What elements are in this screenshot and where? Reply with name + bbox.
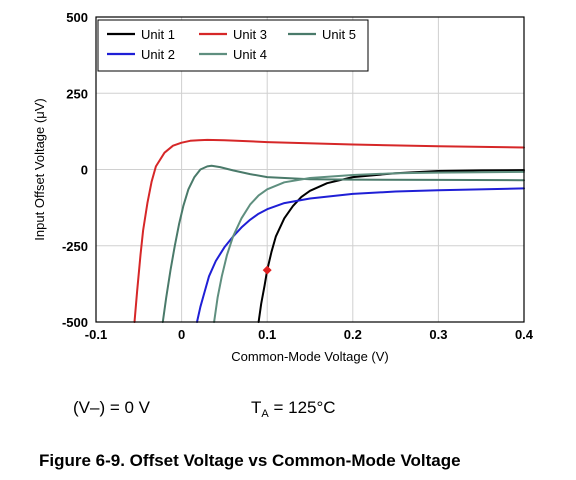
offset-voltage-chart: 500 250 0 -250 -500 -0.1 0 0.1 0.2 0.3 0.4 Common… — [32, 10, 534, 364]
figure-caption: Figure 6-9. Offset Voltage vs Common-Mod… — [39, 451, 461, 470]
plot-frame — [95, 16, 525, 323]
series-unit-3 — [133, 138, 525, 323]
annotation-layer — [262, 265, 272, 275]
y-tick-label: 250 — [66, 86, 88, 101]
temp-subscript: A — [261, 408, 269, 420]
x-tick-labels: -0.1 0 0.1 0.2 0.3 0.4 — [85, 327, 534, 342]
x-tick-label: 0.1 — [258, 327, 276, 342]
series-unit-2 — [196, 187, 525, 323]
temp-value: = 125°C — [268, 398, 336, 417]
legend-box — [97, 19, 369, 72]
x-tick-label: 0.4 — [515, 327, 534, 342]
legend-label-unit-1: Unit 1 — [141, 27, 175, 42]
supply-condition: (V–) = 0 V — [73, 398, 151, 417]
legend-label-unit-4: Unit 4 — [233, 47, 267, 62]
x-tick-label: -0.1 — [85, 327, 107, 342]
temp-prefix: T — [251, 398, 262, 417]
y-tick-label: 500 — [66, 10, 88, 25]
x-axis-label: Common-Mode Voltage (V) — [231, 349, 389, 364]
y-tick-labels: 500 250 0 -250 -500 — [62, 10, 88, 330]
y-tick-label: -250 — [62, 239, 88, 254]
x-tick-label: 0.2 — [344, 327, 362, 342]
x-tick-label: 0 — [178, 327, 185, 342]
x-tick-label: 0.3 — [429, 327, 447, 342]
y-tick-label: -500 — [62, 315, 88, 330]
legend-label-unit-3: Unit 3 — [233, 27, 267, 42]
legend: Unit 1 Unit 3 Unit 5 Unit 2 Unit 4 — [97, 19, 369, 72]
legend-label-unit-5: Unit 5 — [322, 27, 356, 42]
series-layer — [133, 138, 525, 323]
y-axis-label: Input Offset Voltage (μV) — [32, 98, 47, 240]
y-tick-label: 0 — [81, 163, 88, 178]
series-unit-5 — [161, 164, 525, 323]
series-unit-4 — [213, 170, 525, 323]
temperature-condition: TA = 125°C — [251, 398, 336, 420]
legend-label-unit-2: Unit 2 — [141, 47, 175, 62]
red-marker — [262, 265, 272, 275]
